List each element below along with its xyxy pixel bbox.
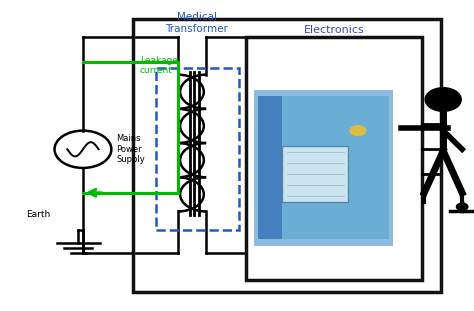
Bar	[156, 68, 239, 230]
Bar	[133, 19, 441, 292]
Bar	[254, 90, 393, 246]
Circle shape	[456, 203, 468, 211]
Bar	[258, 96, 389, 239]
Text: Mains
Power
Supply: Mains Power Supply	[116, 134, 145, 164]
Text: Leakage
current: Leakage current	[140, 56, 178, 75]
Circle shape	[349, 125, 366, 136]
Text: Medical
Transformer: Medical Transformer	[165, 12, 228, 34]
Text: Electronics: Electronics	[304, 25, 365, 35]
Bar	[246, 37, 422, 280]
Circle shape	[425, 88, 461, 111]
Text: Earth: Earth	[26, 210, 50, 219]
Bar	[258, 96, 282, 239]
Bar	[282, 146, 348, 202]
